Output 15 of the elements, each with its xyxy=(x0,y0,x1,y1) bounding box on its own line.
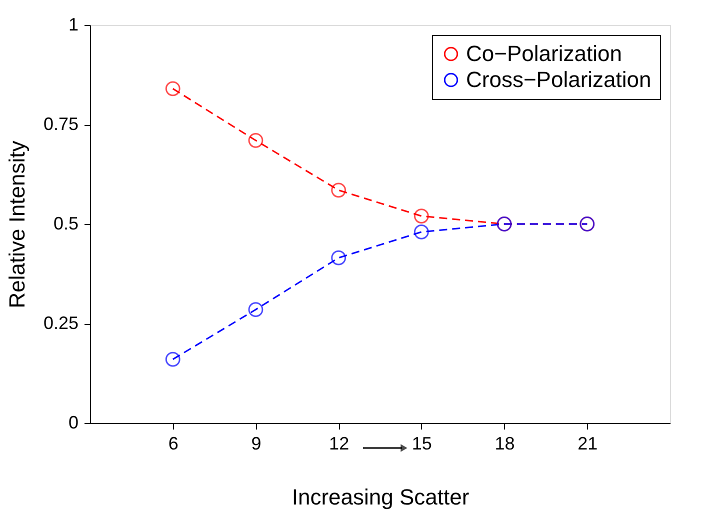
y-tick-label: 0.75 xyxy=(43,114,78,134)
y-tick-label: 1 xyxy=(68,14,78,34)
x-tick-label: 18 xyxy=(494,434,515,454)
x-tick-label: 9 xyxy=(251,434,262,454)
y-tick-label: 0.5 xyxy=(53,214,78,234)
legend-label: Co−Polarization xyxy=(466,41,622,66)
legend-label: Cross−Polarization xyxy=(466,67,652,92)
y-tick-label: 0.25 xyxy=(43,313,78,333)
y-tick-label: 0 xyxy=(68,412,78,432)
x-tick-label: 6 xyxy=(168,434,178,454)
x-tick-label: 15 xyxy=(412,434,432,454)
y-axis-title: Relative Intensity xyxy=(4,140,30,308)
x-axis-title: Increasing Scatter xyxy=(292,484,470,510)
x-tick-label: 21 xyxy=(578,434,598,454)
x-tick-label: 12 xyxy=(329,434,350,454)
